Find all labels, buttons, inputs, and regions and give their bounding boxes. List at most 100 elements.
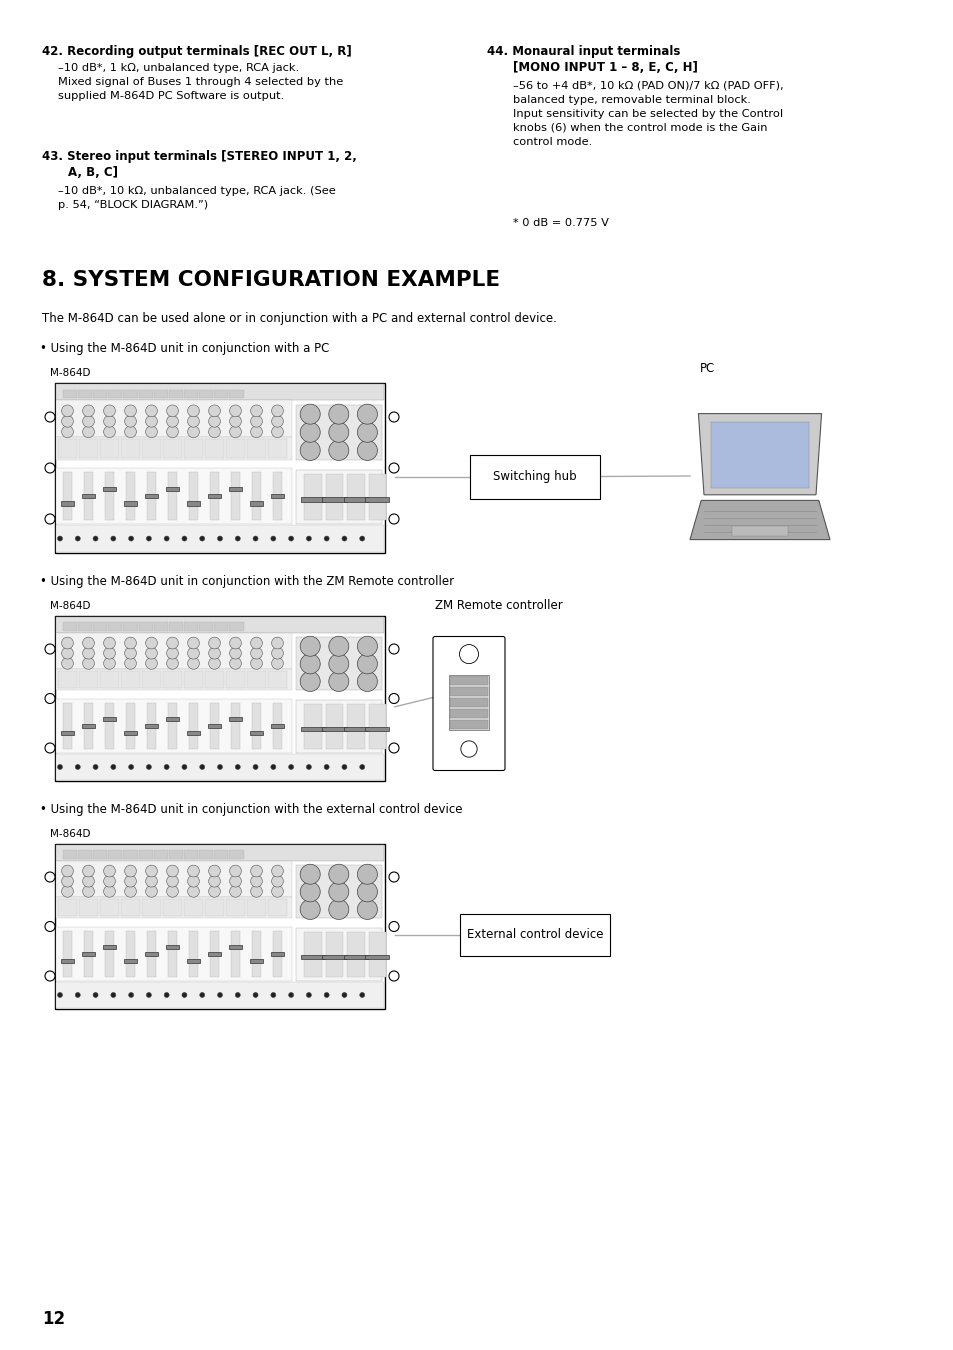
Circle shape xyxy=(62,657,73,670)
Bar xyxy=(295,470,381,524)
Circle shape xyxy=(230,425,241,437)
Circle shape xyxy=(306,992,311,998)
Circle shape xyxy=(359,992,364,998)
Circle shape xyxy=(164,536,169,541)
Circle shape xyxy=(251,886,262,898)
Bar xyxy=(449,698,488,706)
Circle shape xyxy=(199,992,205,998)
Circle shape xyxy=(329,671,349,691)
Circle shape xyxy=(75,536,80,541)
Circle shape xyxy=(111,764,115,769)
Circle shape xyxy=(62,425,73,437)
Bar xyxy=(326,705,343,749)
Bar xyxy=(322,497,346,502)
Circle shape xyxy=(300,882,320,902)
Circle shape xyxy=(217,536,222,541)
Circle shape xyxy=(230,405,241,417)
Circle shape xyxy=(272,425,283,437)
Bar xyxy=(56,468,292,524)
Bar xyxy=(84,702,92,749)
Circle shape xyxy=(357,882,377,902)
Polygon shape xyxy=(698,413,821,495)
Circle shape xyxy=(125,865,136,878)
Bar xyxy=(78,390,92,398)
Bar xyxy=(226,899,245,917)
Circle shape xyxy=(62,647,73,659)
Circle shape xyxy=(300,636,320,656)
Bar xyxy=(208,952,221,956)
Circle shape xyxy=(146,865,157,878)
Circle shape xyxy=(300,404,320,424)
Circle shape xyxy=(83,886,94,898)
Circle shape xyxy=(272,657,283,670)
Bar xyxy=(166,487,179,491)
Circle shape xyxy=(253,992,257,998)
Bar xyxy=(449,687,488,695)
Bar xyxy=(184,622,198,630)
Circle shape xyxy=(230,637,241,649)
Circle shape xyxy=(146,764,152,769)
Bar xyxy=(56,896,292,918)
Bar xyxy=(126,930,134,977)
Bar xyxy=(344,726,368,732)
Circle shape xyxy=(389,514,398,524)
Bar xyxy=(226,439,245,458)
Bar xyxy=(84,472,92,520)
Text: –10 dB*, 10 kΩ, unbalanced type, RCA jack. (See
p. 54, “BLOCK DIAGRAM.”): –10 dB*, 10 kΩ, unbalanced type, RCA jac… xyxy=(58,186,335,211)
Bar xyxy=(138,622,152,630)
Circle shape xyxy=(209,647,220,659)
Bar xyxy=(168,472,176,520)
Circle shape xyxy=(167,416,178,427)
Circle shape xyxy=(235,764,240,769)
Bar xyxy=(56,437,292,459)
Circle shape xyxy=(289,536,294,541)
Circle shape xyxy=(306,764,311,769)
Circle shape xyxy=(389,463,398,472)
Bar xyxy=(448,675,489,729)
Circle shape xyxy=(146,416,157,427)
Bar xyxy=(247,439,266,458)
Bar xyxy=(187,730,200,734)
Circle shape xyxy=(125,416,136,427)
Circle shape xyxy=(104,657,115,670)
Circle shape xyxy=(251,425,262,437)
Bar xyxy=(63,702,71,749)
Circle shape xyxy=(75,992,80,998)
Bar xyxy=(369,705,386,749)
Bar xyxy=(58,671,77,689)
Bar xyxy=(273,702,281,749)
Bar xyxy=(229,487,242,491)
Bar xyxy=(109,622,122,630)
Circle shape xyxy=(389,872,398,882)
Circle shape xyxy=(359,764,364,769)
Circle shape xyxy=(146,536,152,541)
Circle shape xyxy=(389,412,398,423)
Circle shape xyxy=(182,764,187,769)
Bar xyxy=(138,850,152,859)
Bar xyxy=(210,930,218,977)
Bar xyxy=(295,405,381,459)
Bar xyxy=(214,622,228,630)
Circle shape xyxy=(93,764,98,769)
Circle shape xyxy=(271,992,275,998)
Bar xyxy=(56,668,292,690)
Bar xyxy=(56,926,292,981)
Circle shape xyxy=(300,440,320,460)
Bar xyxy=(231,702,239,749)
Bar xyxy=(169,850,183,859)
Bar xyxy=(153,622,168,630)
Bar xyxy=(55,383,385,554)
Bar xyxy=(459,914,609,956)
Circle shape xyxy=(329,423,349,443)
Bar xyxy=(226,671,245,689)
Circle shape xyxy=(230,647,241,659)
Bar xyxy=(142,439,161,458)
Bar xyxy=(369,931,386,977)
Circle shape xyxy=(329,440,349,460)
Circle shape xyxy=(167,405,178,417)
Circle shape xyxy=(62,637,73,649)
Bar xyxy=(347,705,364,749)
Bar xyxy=(56,981,384,1008)
Bar xyxy=(214,850,228,859)
Text: 43. Stereo input terminals [STEREO INPUT 1, 2,: 43. Stereo input terminals [STEREO INPUT… xyxy=(42,150,356,163)
